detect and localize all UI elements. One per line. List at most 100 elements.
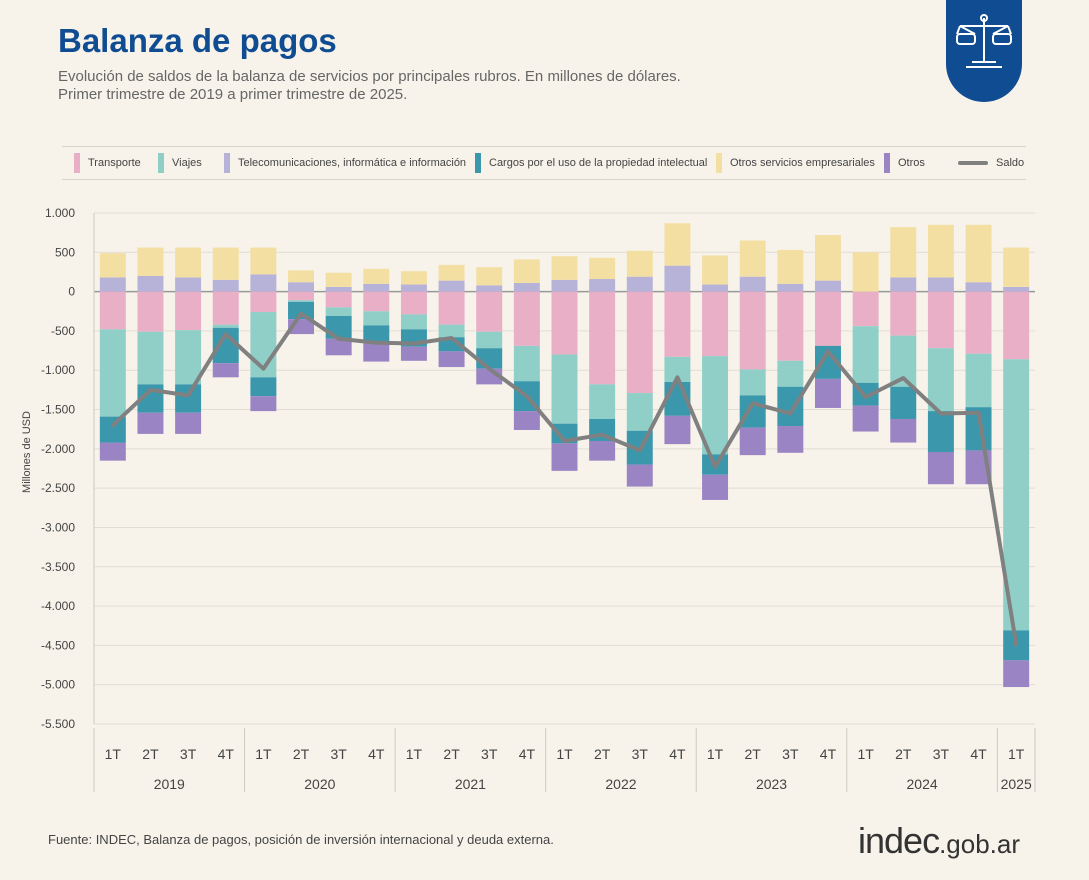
bar-segment-viajes bbox=[702, 356, 729, 455]
page-subtitle: Evolución de saldos de la balanza de ser… bbox=[58, 68, 681, 104]
year-label: 2025 bbox=[1001, 776, 1032, 792]
legend-label-transporte: Transporte bbox=[88, 157, 141, 169]
x-tick-label: 2T bbox=[443, 746, 460, 762]
legend-label-telecom: Telecomunicaciones, informática e inform… bbox=[238, 157, 467, 169]
bar-segment-viajes bbox=[965, 353, 992, 408]
bar-segment-otros bbox=[400, 346, 427, 361]
bar-segment-transporte bbox=[438, 291, 465, 325]
bar-segment-otros_servicios bbox=[814, 235, 841, 281]
bar-segment-telecom bbox=[927, 277, 954, 292]
bar-segment-telecom bbox=[212, 279, 239, 292]
y-axis-title: Millones de USD bbox=[21, 411, 33, 493]
y-tick-label: -4.500 bbox=[41, 638, 75, 652]
y-tick-label: -500 bbox=[51, 324, 75, 338]
bar-segment-otros bbox=[363, 342, 390, 362]
bar-segment-transporte bbox=[400, 291, 427, 315]
bar-segment-transporte bbox=[1003, 291, 1030, 360]
bar-segment-telecom bbox=[664, 265, 691, 292]
bar-segment-telecom bbox=[702, 284, 729, 292]
bar-segment-transporte bbox=[927, 291, 954, 349]
x-tick-label: 3T bbox=[632, 746, 649, 762]
bar-segment-telecom bbox=[288, 282, 315, 292]
x-tick-label: 1T bbox=[857, 746, 874, 762]
bar-segment-viajes bbox=[175, 330, 202, 385]
bar-segment-transporte bbox=[852, 291, 879, 327]
y-tick-label: -1.500 bbox=[41, 403, 75, 417]
year-label: 2019 bbox=[154, 776, 185, 792]
x-tick-label: 3T bbox=[782, 746, 799, 762]
bar-segment-otros bbox=[325, 338, 352, 356]
bar-segment-otros_servicios bbox=[288, 270, 315, 283]
bar-segment-viajes bbox=[476, 331, 503, 349]
bar-segment-otros_servicios bbox=[927, 224, 954, 278]
y-tick-label: -2.500 bbox=[41, 481, 75, 495]
x-tick-label: 4T bbox=[368, 746, 385, 762]
x-tick-label: 4T bbox=[820, 746, 837, 762]
bar-segment-cargos bbox=[890, 386, 917, 419]
bar-segment-transporte bbox=[814, 291, 841, 346]
logo-domain: .gob.ar bbox=[939, 829, 1021, 859]
bar-segment-transporte bbox=[212, 291, 239, 325]
bar-segment-otros_servicios bbox=[890, 227, 917, 278]
bar-segment-transporte bbox=[288, 291, 315, 301]
bar-segment-transporte bbox=[363, 291, 390, 312]
bar-segment-otros_servicios bbox=[212, 247, 239, 280]
bar-segment-viajes bbox=[777, 360, 804, 387]
bar-segment-otros_servicios bbox=[400, 271, 427, 285]
legend-swatch-otros-servicios bbox=[716, 153, 722, 173]
bar-segment-viajes bbox=[363, 311, 390, 326]
balance-scale-badge bbox=[946, 0, 1022, 102]
bar-segment-transporte bbox=[664, 291, 691, 357]
year-label: 2024 bbox=[907, 776, 938, 792]
y-tick-label: -2.000 bbox=[41, 442, 75, 456]
bar-segment-transporte bbox=[175, 291, 202, 331]
bar-segment-viajes bbox=[927, 348, 954, 412]
bar-segment-otros bbox=[438, 351, 465, 368]
y-tick-label: -5.000 bbox=[41, 678, 75, 692]
x-tick-label: 3T bbox=[933, 746, 950, 762]
year-label: 2023 bbox=[756, 776, 787, 792]
bar-segment-otros_servicios bbox=[589, 257, 616, 280]
bar-segment-telecom bbox=[626, 276, 653, 292]
legend-label-otros-servicios: Otros servicios empresariales bbox=[730, 157, 875, 169]
legend-swatch-cargos bbox=[475, 153, 481, 173]
balance-scale-icon bbox=[956, 14, 1012, 68]
bar-segment-telecom bbox=[965, 282, 992, 292]
bar-segment-otros_servicios bbox=[137, 247, 164, 276]
bar-segment-otros_servicios bbox=[551, 256, 578, 280]
bar-segment-otros_servicios bbox=[438, 264, 465, 281]
bar-segment-otros_servicios bbox=[99, 253, 126, 278]
year-label: 2021 bbox=[455, 776, 486, 792]
bar-segment-otros_servicios bbox=[325, 272, 352, 287]
bar-segment-cargos bbox=[476, 348, 503, 369]
bar-segment-telecom bbox=[890, 277, 917, 292]
saldo-line bbox=[110, 311, 1019, 647]
bar-segment-transporte bbox=[626, 291, 653, 394]
bar-segment-telecom bbox=[589, 279, 616, 292]
bar-segment-transporte bbox=[137, 291, 164, 332]
x-tick-label: 1T bbox=[556, 746, 573, 762]
bar-segment-telecom bbox=[814, 280, 841, 292]
year-label: 2022 bbox=[605, 776, 636, 792]
legend-swatch-telecom bbox=[224, 153, 230, 173]
bar-segment-otros_servicios bbox=[1003, 247, 1030, 287]
bar-segment-otros_servicios bbox=[363, 268, 390, 284]
legend-swatch-viajes bbox=[158, 153, 164, 173]
bar-segment-cargos bbox=[175, 384, 202, 413]
bar-segment-telecom bbox=[400, 284, 427, 292]
bar-segment-cargos bbox=[99, 416, 126, 443]
bar-segment-otros_servicios bbox=[852, 252, 879, 292]
bar-segment-otros bbox=[551, 443, 578, 471]
x-tick-label: 4T bbox=[669, 746, 686, 762]
bar-segment-telecom bbox=[777, 283, 804, 292]
bar-segment-telecom bbox=[1003, 286, 1030, 292]
bar-segment-otros_servicios bbox=[702, 255, 729, 285]
x-tick-label: 3T bbox=[481, 746, 498, 762]
bar-segment-transporte bbox=[250, 291, 277, 313]
year-label: 2020 bbox=[304, 776, 335, 792]
bar-segment-transporte bbox=[513, 291, 540, 346]
bar-segment-viajes bbox=[739, 369, 766, 396]
bar-segment-transporte bbox=[589, 291, 616, 385]
legend-swatch-transporte bbox=[74, 153, 80, 173]
bar-segment-viajes bbox=[137, 331, 164, 385]
